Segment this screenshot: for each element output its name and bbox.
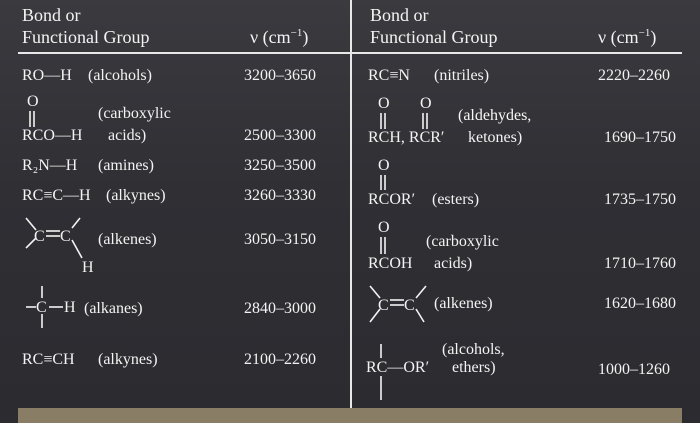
svg-text:O: O (378, 95, 390, 112)
svg-text:O: O (378, 219, 390, 236)
group-r2n-h: R₂N—H (22, 157, 78, 174)
name-aldehydes-l2: ketones) (468, 129, 523, 146)
group-rcch: RC≡CH (22, 351, 75, 368)
carboxylic-oh-structure: O (27, 93, 39, 127)
name-aldehydes-l1: (aldehydes, (458, 107, 532, 124)
range-alkanes: 2840–3000 (244, 300, 316, 317)
name-carboxylic-l2: acids) (108, 127, 147, 144)
name-alcohols-ethers-l2: ethers) (452, 359, 496, 376)
range-carboxylic-co: 1710–1760 (604, 255, 676, 272)
name-carboxylic-co-l1: (carboxylic (426, 233, 499, 250)
acid-carbonyl-structure: O (378, 219, 390, 254)
name-carboxylic-co-l2: acids) (434, 255, 473, 272)
svg-text:C: C (34, 228, 45, 245)
left-group-header-line1: Bond or (22, 5, 81, 25)
name-alkenes-ch: (alkenes) (98, 231, 157, 248)
svg-text:C: C (36, 299, 47, 316)
name-alkanes: (alkanes) (84, 300, 143, 317)
group-rcoh: RCOH (368, 255, 413, 272)
range-alkenes-cc: 1620–1680 (604, 295, 676, 312)
range-carboxylic-oh: 2500–3300 (244, 127, 316, 144)
svg-text:C: C (404, 297, 415, 314)
group-ro-h: RO—H (22, 67, 72, 84)
bottom-bar (18, 408, 682, 423)
name-alkenes-cc: (alkenes) (434, 295, 493, 312)
carbonyl-structure: O O (378, 95, 432, 129)
name-amines: (amines) (98, 157, 154, 174)
left-frequency-header: ν (cm−1) (250, 27, 309, 47)
group-rcor: RCOR′ (368, 191, 416, 208)
range-amines: 3250–3500 (244, 157, 316, 174)
name-esters: (esters) (432, 191, 480, 208)
range-alkynes-cc: 2100–2260 (244, 351, 316, 368)
range-esters: 1735–1750 (604, 191, 676, 208)
svg-text:O: O (420, 95, 432, 112)
svg-text:O: O (378, 157, 390, 174)
range-aldehydes: 1690–1750 (604, 129, 676, 146)
svg-text:H: H (64, 299, 76, 316)
svg-text:C: C (378, 297, 389, 314)
range-nitriles: 2220–2260 (598, 67, 670, 84)
group-rch-rcr: RCH, RCR′ (368, 129, 445, 146)
right-group-header-line2: Functional Group (370, 27, 498, 47)
svg-text:C: C (60, 228, 71, 245)
name-alkynes-ch: (alkynes) (106, 187, 166, 204)
name-carboxylic-l1: (carboxylic (98, 105, 171, 122)
right-group-header-line1: Bond or (370, 5, 429, 25)
group-rco-h: RCO—H (22, 127, 83, 144)
alkene-ch-structure: C C H (25, 217, 94, 276)
name-alkynes-cc: (alkynes) (98, 351, 158, 368)
svg-text:O: O (27, 93, 39, 110)
left-group-header-line2: Functional Group (22, 27, 150, 47)
name-nitriles: (nitriles) (434, 67, 490, 84)
group-rcn: RC≡N (368, 67, 410, 84)
group-rc-or: RC—OR′ (366, 359, 430, 376)
range-alkynes-ch: 3260–3330 (244, 187, 316, 204)
group-rcc-h: RC≡C—H (22, 187, 91, 204)
range-alkenes-ch: 3050–3150 (244, 231, 316, 248)
ester-carbonyl-structure: O (378, 157, 390, 190)
name-alcohols-ethers-l1: (alcohols, (442, 341, 505, 358)
svg-text:H: H (82, 259, 94, 276)
co-structure (380, 344, 382, 400)
range-ro-h: 3200–3650 (244, 67, 316, 84)
range-alcohols-ethers: 1000–1260 (598, 361, 670, 378)
name-alcohols: (alcohols) (88, 67, 152, 84)
column-divider (350, 0, 352, 408)
alkene-cc-structure: C C (369, 285, 427, 323)
alkane-ch-structure: C H (26, 286, 76, 328)
right-frequency-header: ν (cm−1) (598, 27, 657, 47)
